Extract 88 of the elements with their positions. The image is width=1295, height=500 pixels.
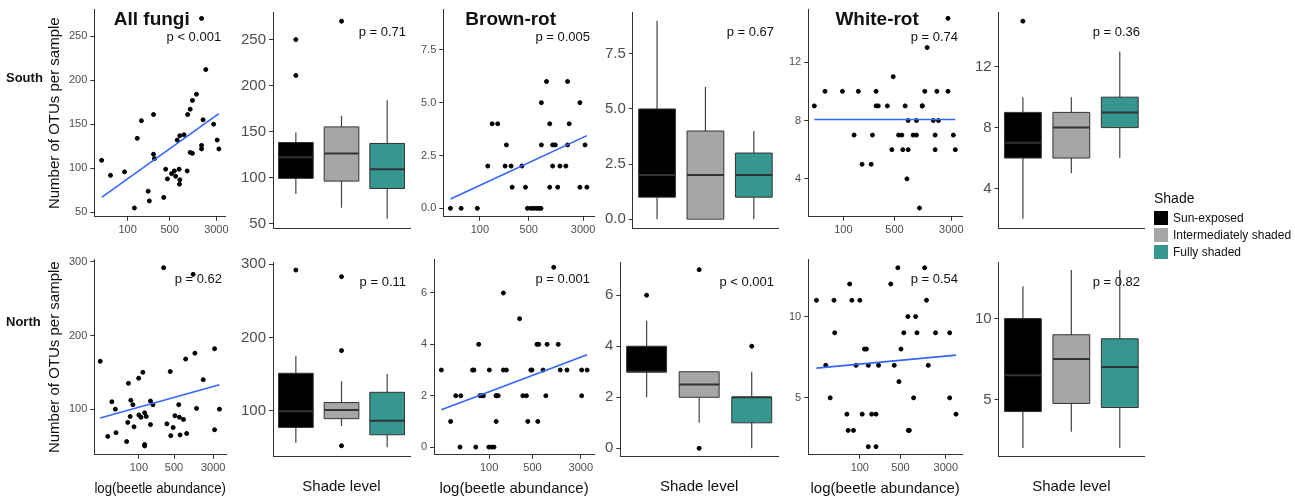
legend-title: Shade <box>1154 190 1196 206</box>
y-tick-label: 150 <box>241 121 267 139</box>
y-tick-label: 5 <box>983 389 992 407</box>
y-tick-label: 200 <box>68 328 88 341</box>
x-tick-label: 500 <box>164 461 184 474</box>
y-tick-label: 10 <box>788 309 802 322</box>
x-axis-title: log(beetle abundance) <box>810 479 960 497</box>
y-tick-label: 200 <box>241 75 267 93</box>
y-tick-label: 250 <box>241 29 267 47</box>
y-tick-label: 4 <box>420 337 428 350</box>
x-tick-label: 500 <box>891 461 910 474</box>
x-axis-title: Shade level <box>1032 477 1111 495</box>
x-tick-label: 3000 <box>570 223 596 236</box>
y-tick-label: 200 <box>68 73 88 86</box>
y-axis-title: Number of OTUs per sample <box>45 261 63 454</box>
legend-label: Sun-exposed <box>1173 210 1244 225</box>
y-tick-label: 50 <box>249 213 267 231</box>
x-tick-label: 100 <box>470 223 490 236</box>
x-tick-label: 100 <box>479 461 499 474</box>
x-tick-label: 500 <box>885 223 904 236</box>
annotation: p = 0.54 <box>910 271 958 287</box>
y-tick-label: 4 <box>795 171 802 184</box>
annotation: p = 0.62 <box>174 271 222 287</box>
annotation: p = 0.005 <box>535 29 590 45</box>
annotation: p = 0.71 <box>358 23 406 39</box>
y-tick-label: 6 <box>420 286 428 299</box>
annotation: p = 0.36 <box>1092 23 1140 39</box>
chart-title: White-rot <box>835 7 920 29</box>
legend-label: Intermediately shaded <box>1173 227 1292 242</box>
y-tick-label: 100 <box>68 402 88 415</box>
y-tick-label: 7.5 <box>420 42 437 55</box>
y-tick-label: 0.0 <box>420 201 437 214</box>
y-tick-label: 2.5 <box>420 148 437 161</box>
y-tick-label: 100 <box>241 167 267 185</box>
x-axis-title: log(beetle abundance) <box>439 479 589 497</box>
y-tick-label: 2 <box>605 387 614 405</box>
y-tick-label: 300 <box>241 254 267 272</box>
y-tick-label: 8 <box>983 117 992 135</box>
x-tick-label: 100 <box>129 461 149 474</box>
x-tick-label: 3000 <box>204 223 229 236</box>
chart-title: All fungi <box>113 7 190 29</box>
y-tick-label: 6 <box>605 285 614 303</box>
y-tick-label: 50 <box>75 205 88 218</box>
y-tick-label: 2 <box>420 388 428 401</box>
x-axis-title: Shade level <box>302 477 381 495</box>
y-tick-label: 0 <box>605 438 614 456</box>
y-tick-label: 5.0 <box>604 99 626 117</box>
text: South <box>6 69 43 85</box>
x-tick-label: 3000 <box>933 461 959 474</box>
chart-title: Brown-rot <box>465 7 557 29</box>
annotation: p = 0.001 <box>535 271 590 287</box>
y-tick-label: 12 <box>975 56 992 74</box>
x-tick-label: 100 <box>834 223 853 236</box>
x-tick-label: 500 <box>160 223 179 236</box>
y-tick-label: 300 <box>68 254 88 267</box>
legend-label: Fully shaded <box>1173 244 1242 259</box>
x-tick-label: 3000 <box>568 461 594 474</box>
x-tick-label: 100 <box>850 461 869 474</box>
y-tick-label: 7.5 <box>604 44 626 62</box>
y-tick-label: 4 <box>605 336 614 354</box>
x-tick-label: 500 <box>523 461 542 474</box>
y-tick-label: 2.5 <box>604 154 626 172</box>
annotation: p < 0.001 <box>166 29 222 45</box>
annotation: p = 0.74 <box>910 29 958 45</box>
y-tick-label: 100 <box>241 400 267 418</box>
y-tick-label: 200 <box>241 327 267 345</box>
y-tick-label: 5.0 <box>420 95 437 108</box>
y-tick-label: 10 <box>975 308 992 326</box>
y-tick-label: 12 <box>788 55 802 68</box>
y-tick-label: 150 <box>68 117 88 130</box>
y-tick-label: 250 <box>68 29 88 42</box>
x-tick-label: 3000 <box>939 223 964 236</box>
y-tick-label: 5 <box>795 390 802 403</box>
x-tick-label: 3000 <box>200 461 226 474</box>
annotation: p < 0.001 <box>719 273 774 289</box>
annotation: p = 0.11 <box>359 273 406 289</box>
y-tick-label: 4 <box>983 178 992 196</box>
text: North <box>6 313 41 329</box>
y-tick-label: 0 <box>420 440 428 453</box>
x-tick-label: 500 <box>519 223 538 236</box>
y-tick-label: 8 <box>795 113 802 126</box>
y-tick-label: 100 <box>68 161 88 174</box>
annotation: p = 0.67 <box>726 23 774 39</box>
x-tick-label: 100 <box>118 223 137 236</box>
x-axis-title: log(beetle abundance) <box>94 479 226 497</box>
y-axis-title: Number of OTUs per sample <box>45 17 63 210</box>
x-axis-title: Shade level <box>659 477 739 495</box>
y-tick-label: 0.0 <box>604 209 626 227</box>
